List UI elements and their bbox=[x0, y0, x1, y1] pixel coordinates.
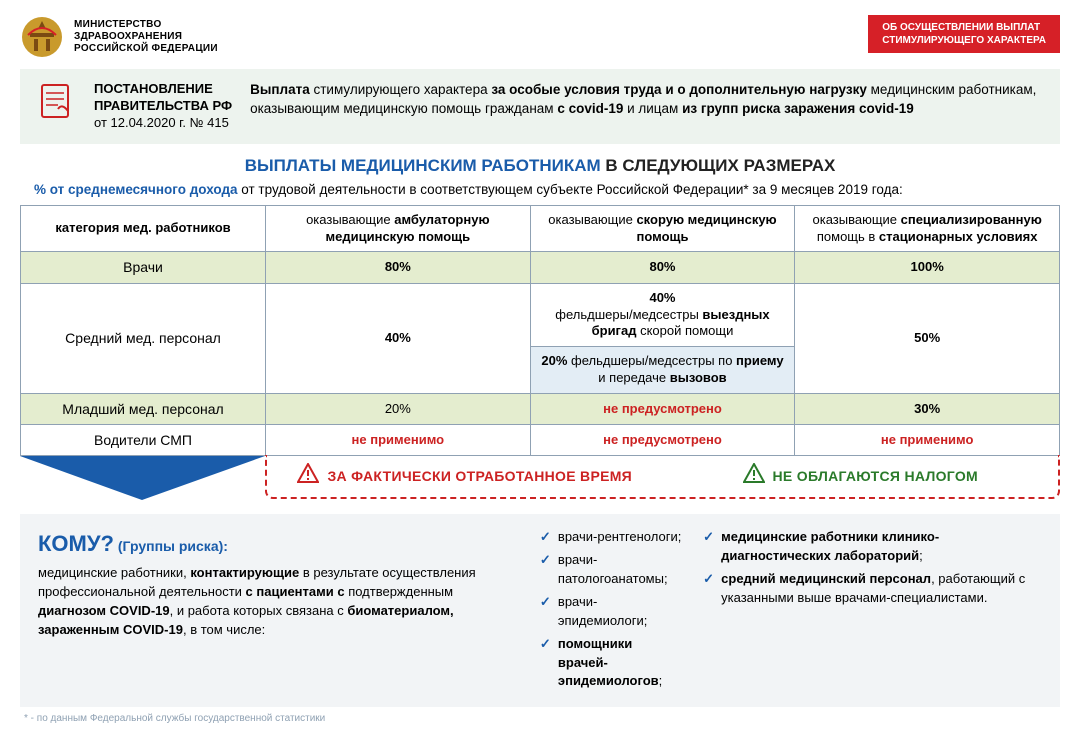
badge-line1: ОБ ОСУЩЕСТВЛЕНИИ ВЫПЛАТ bbox=[882, 21, 1046, 34]
emblem-icon bbox=[20, 15, 64, 59]
bottom-box: КОМУ? (Группы риска): медицинские работн… bbox=[20, 514, 1060, 707]
arrow-down-icon bbox=[20, 456, 265, 500]
r2c3: 30% bbox=[795, 394, 1060, 425]
ministry-line3: РОССИЙСКОЙ ФЕДЕРАЦИИ bbox=[74, 43, 218, 55]
ministry-name: МИНИСТЕРСТВО ЗДРАВООХРАНЕНИЯ РОССИЙСКОЙ … bbox=[74, 19, 218, 55]
r2c2: не предусмотрено bbox=[530, 394, 795, 425]
bottom-text: медицинские работники, контактирующие в … bbox=[38, 564, 520, 639]
bottom-lists: врачи-рентгенологи; врачи-патологоанатом… bbox=[540, 528, 1042, 695]
notices-panel: ЗА ФАКТИЧЕСКИ ОТРАБОТАННОЕ ВРЕМЯ НЕ ОБЛА… bbox=[265, 455, 1060, 499]
th-category: категория мед. работников bbox=[21, 205, 266, 252]
decree-text: Выплата стимулирующего характера за особ… bbox=[250, 81, 1044, 119]
cat-mid: Средний мед. персонал bbox=[21, 283, 266, 393]
list-item: помощники врачей-эпидемиологов; bbox=[540, 635, 683, 692]
ministry-line1: МИНИСТЕРСТВО bbox=[74, 19, 218, 31]
bottom-left: КОМУ? (Группы риска): медицинские работн… bbox=[38, 528, 520, 695]
r0c2: 80% bbox=[530, 252, 795, 283]
notice-green-text: НЕ ОБЛАГАЮТСЯ НАЛОГОМ bbox=[773, 468, 978, 484]
r3c2: не предусмотрено bbox=[530, 425, 795, 456]
decree-line1: ПОСТАНОВЛЕНИЕ bbox=[94, 81, 232, 98]
arrow-row: ЗА ФАКТИЧЕСКИ ОТРАБОТАННОЕ ВРЕМЯ НЕ ОБЛА… bbox=[20, 456, 1060, 500]
row-mid: Средний мед. персонал 40% 40%фельдшеры/м… bbox=[21, 283, 1060, 393]
ministry-line2: ЗДРАВООХРАНЕНИЯ bbox=[74, 31, 218, 43]
list-item: врачи-эпидемиологи; bbox=[540, 593, 683, 631]
list-item: врачи-рентгенологи; bbox=[540, 528, 683, 547]
decree-title: ПОСТАНОВЛЕНИЕ ПРАВИТЕЛЬСТВА РФ от 12.04.… bbox=[94, 81, 232, 132]
section-title-dark: В СЛЕДУЮЩИХ РАЗМЕРАХ bbox=[601, 156, 836, 175]
row-junior: Младший мед. персонал 20% не предусмотре… bbox=[21, 394, 1060, 425]
risk-list-2: медицинские работники клинико-диагностич… bbox=[703, 528, 1042, 695]
decree-box: ПОСТАНОВЛЕНИЕ ПРАВИТЕЛЬСТВА РФ от 12.04.… bbox=[20, 69, 1060, 144]
document-icon bbox=[36, 81, 76, 124]
notice-no-tax: НЕ ОБЛАГАЮТСЯ НАЛОГОМ bbox=[663, 455, 1059, 497]
payments-table: категория мед. работников оказывающие ам… bbox=[20, 205, 1060, 457]
percent-note: % от среднемесячного дохода от трудовой … bbox=[20, 182, 1060, 197]
notice-worked-time: ЗА ФАКТИЧЕСКИ ОТРАБОТАННОЕ ВРЕМЯ bbox=[267, 455, 663, 497]
r2c1: 20% bbox=[266, 394, 531, 425]
logo-area: МИНИСТЕРСТВО ЗДРАВООХРАНЕНИЯ РОССИЙСКОЙ … bbox=[20, 15, 218, 59]
risk-list-1: врачи-рентгенологи; врачи-патологоанатом… bbox=[540, 528, 683, 695]
table-head-row: категория мед. работников оказывающие ам… bbox=[21, 205, 1060, 252]
notice-red-text: ЗА ФАКТИЧЕСКИ ОТРАБОТАННОЕ ВРЕМЯ bbox=[327, 468, 632, 484]
r1c3: 50% bbox=[795, 283, 1060, 393]
r3c1: не применимо bbox=[266, 425, 531, 456]
r1c2-bot: 20% фельдшеры/медсестры по приему и пере… bbox=[531, 347, 795, 393]
top-badge: ОБ ОСУЩЕСТВЛЕНИИ ВЫПЛАТ СТИМУЛИРУЮЩЕГО Х… bbox=[868, 15, 1060, 53]
r3c3: не применимо bbox=[795, 425, 1060, 456]
komu: КОМУ? bbox=[38, 531, 114, 556]
percent-blue: % от среднемесячного дохода bbox=[34, 182, 238, 197]
th-emergency: оказывающие скорую медицинскую помощь bbox=[530, 205, 795, 252]
komu-heading: КОМУ? (Группы риска): bbox=[38, 528, 520, 560]
page: МИНИСТЕРСТВО ЗДРАВООХРАНЕНИЯ РОССИЙСКОЙ … bbox=[0, 0, 1080, 739]
cat-doctors: Врачи bbox=[21, 252, 266, 283]
list-item: средний медицинский персонал, работающий… bbox=[703, 570, 1042, 608]
cat-junior: Младший мед. персонал bbox=[21, 394, 266, 425]
header: МИНИСТЕРСТВО ЗДРАВООХРАНЕНИЯ РОССИЙСКОЙ … bbox=[20, 15, 1060, 59]
komu-sub: (Группы риска): bbox=[114, 538, 228, 554]
cat-drivers: Водители СМП bbox=[21, 425, 266, 456]
percent-rest: от трудовой деятельности в соответствующ… bbox=[238, 182, 903, 197]
r1c2-top: 40%фельдшеры/медсестры выездных бригад с… bbox=[531, 284, 795, 348]
list-item: врачи-патологоанатомы; bbox=[540, 551, 683, 589]
r1c2-split: 40%фельдшеры/медсестры выездных бригад с… bbox=[530, 283, 795, 393]
footnote: * - по данным Федеральной службы государ… bbox=[20, 713, 1060, 724]
th-ambulatory: оказывающие амбулаторную медицинскую пом… bbox=[266, 205, 531, 252]
section-title-blue: ВЫПЛАТЫ МЕДИЦИНСКИМ РАБОТНИКАМ bbox=[245, 156, 601, 175]
section-title: ВЫПЛАТЫ МЕДИЦИНСКИМ РАБОТНИКАМ В СЛЕДУЮЩ… bbox=[20, 156, 1060, 176]
row-doctors: Врачи 80% 80% 100% bbox=[21, 252, 1060, 283]
decree-line2: ПРАВИТЕЛЬСТВА РФ bbox=[94, 98, 232, 115]
alert-red-icon bbox=[297, 463, 319, 489]
r0c3: 100% bbox=[795, 252, 1060, 283]
alert-green-icon bbox=[743, 463, 765, 489]
row-drivers: Водители СМП не применимо не предусмотре… bbox=[21, 425, 1060, 456]
r1c1: 40% bbox=[266, 283, 531, 393]
badge-line2: СТИМУЛИРУЮЩЕГО ХАРАКТЕРА bbox=[882, 34, 1046, 47]
th-special: оказывающие специализированную помощь в … bbox=[795, 205, 1060, 252]
r0c1: 80% bbox=[266, 252, 531, 283]
decree-line3: от 12.04.2020 г. № 415 bbox=[94, 115, 232, 132]
list-item: медицинские работники клинико-диагностич… bbox=[703, 528, 1042, 566]
